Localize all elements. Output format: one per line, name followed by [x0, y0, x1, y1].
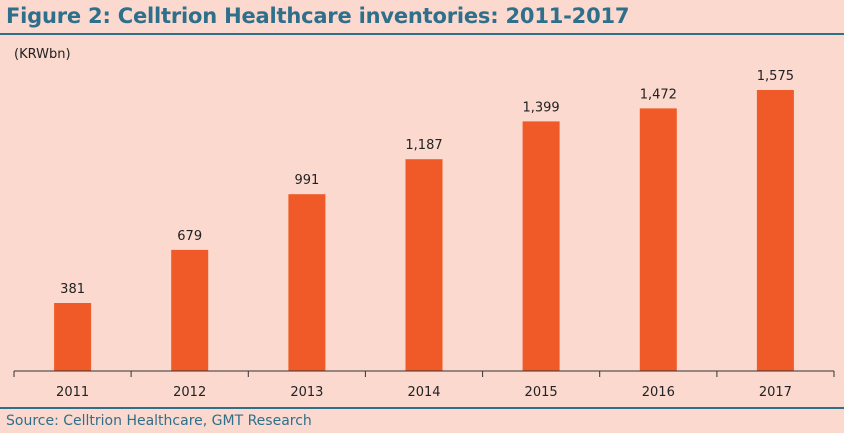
- bar-2011: [54, 303, 92, 371]
- bar-2013: [288, 194, 326, 371]
- title-rule: [0, 33, 844, 35]
- x-tick-label-2013: 2013: [290, 385, 323, 400]
- x-tick-label-2014: 2014: [407, 385, 440, 400]
- data-label-2014: 1,187: [405, 138, 442, 153]
- data-label-2011: 381: [60, 282, 85, 297]
- bars-layer: 381 679 991 1,187 1,399 1,472 1,575: [54, 69, 794, 372]
- data-label-2015: 1,399: [522, 100, 559, 115]
- bar-2016: [639, 108, 677, 372]
- source-rule: [0, 407, 844, 409]
- data-label-2016: 1,472: [640, 87, 677, 102]
- bar-2017: [756, 90, 794, 371]
- x-tick-label-2011: 2011: [56, 385, 89, 400]
- x-tick-label-2017: 2017: [759, 385, 792, 400]
- bar-2014: [405, 159, 443, 371]
- source-note: Source: Celltrion Healthcare, GMT Resear…: [6, 413, 312, 429]
- data-label-2013: 991: [294, 173, 319, 188]
- bar-2015: [522, 121, 560, 372]
- x-tick-label-2015: 2015: [525, 385, 558, 400]
- unit-label: (KRWbn): [14, 47, 71, 62]
- data-label-2017: 1,575: [757, 69, 794, 84]
- bar-chart: (KRWbn) 381 679 991 1,187 1,399 1,472 1,575 20…: [13, 47, 835, 400]
- x-tick-label-2016: 2016: [642, 385, 675, 400]
- figure-title: Figure 2: Celltrion Healthcare inventori…: [6, 4, 630, 28]
- x-tick-label-2012: 2012: [173, 385, 206, 400]
- data-label-2012: 679: [177, 229, 202, 244]
- bar-2012: [171, 249, 209, 371]
- x-axis: 2011 2012 2013 2014 2015 2016 2017: [13, 370, 835, 400]
